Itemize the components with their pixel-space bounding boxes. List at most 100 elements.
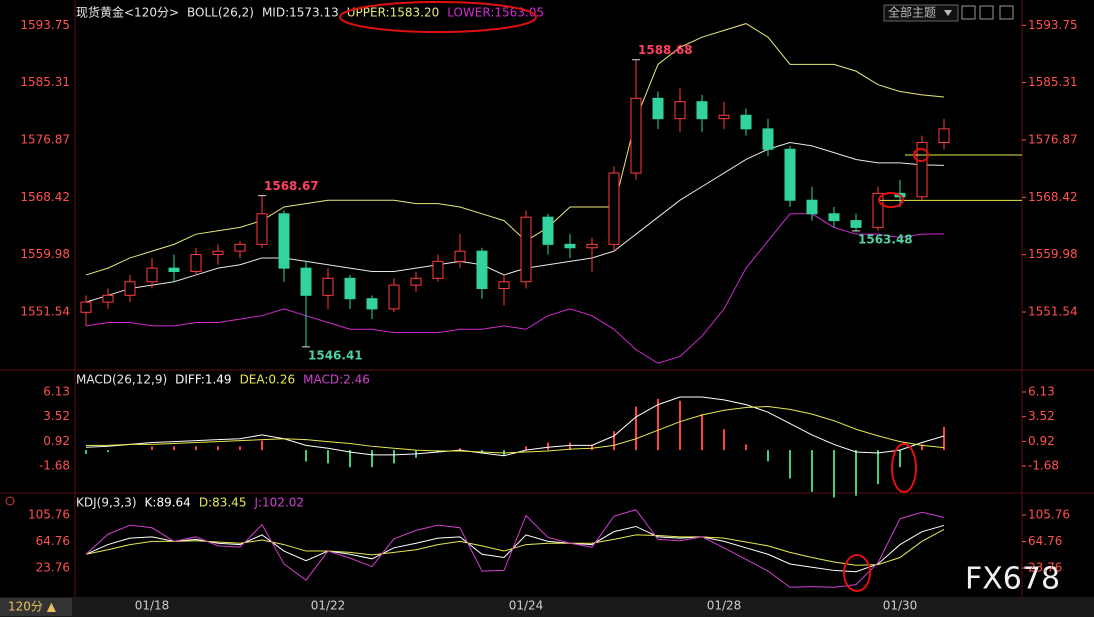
y-tick-label-right: 1568.42 — [1028, 190, 1078, 204]
y-tick-label-right: 1551.54 — [1028, 305, 1078, 319]
candle-body — [212, 250, 224, 256]
legend-entry: J:102.02 — [253, 496, 304, 510]
y-tick-label: 105.76 — [28, 508, 70, 522]
series-line — [85, 528, 945, 566]
x-tick-label: 01/24 — [509, 599, 544, 613]
y-tick-label-right: 23.76 — [1028, 561, 1062, 575]
candle-body — [696, 101, 708, 120]
y-tick-label: 0.92 — [43, 434, 70, 448]
candle-body — [234, 243, 246, 252]
y-tick-label: 1551.54 — [20, 305, 70, 319]
candle-body — [784, 148, 796, 201]
date-axis-band — [0, 597, 1094, 617]
candle-body — [762, 128, 774, 150]
y-tick-label-right: -1.68 — [1028, 459, 1059, 473]
series-line — [85, 524, 945, 573]
candle-body — [322, 277, 334, 296]
candle-body — [256, 213, 268, 245]
annotation-label: 1568.67 — [264, 179, 319, 193]
candle-body — [542, 216, 554, 245]
x-tick-label: 01/18 — [135, 599, 170, 613]
indicator-label: BOLL(26,2) — [187, 6, 254, 20]
candle-body — [740, 114, 752, 130]
candle-body — [432, 260, 444, 279]
panel-icon[interactable] — [5, 496, 15, 506]
y-tick-label: 1593.75 — [20, 18, 70, 32]
y-tick-label: 1568.42 — [20, 190, 70, 204]
candle-body — [300, 267, 312, 296]
candle-body — [828, 213, 840, 222]
candle-body — [586, 243, 598, 249]
candle-body — [278, 213, 290, 269]
candle-body — [344, 277, 356, 300]
candle-body — [410, 277, 422, 286]
y-tick-label-right: 1576.87 — [1028, 132, 1078, 146]
y-tick-label: 64.76 — [36, 534, 70, 548]
candle-body — [80, 301, 92, 313]
highlight-ellipse — [878, 192, 904, 208]
candle-body — [916, 141, 928, 198]
watermark: FX678 — [965, 562, 1060, 597]
y-tick-label: 1585.31 — [20, 75, 70, 89]
series-line — [85, 213, 945, 364]
candle-body — [366, 298, 378, 310]
candle-body — [520, 216, 532, 283]
y-tick-label: 6.13 — [43, 385, 70, 399]
annotation-label: 1563.48 — [858, 232, 913, 246]
y-tick-label-right: 1585.31 — [1028, 75, 1078, 89]
candle-body — [454, 250, 466, 262]
y-tick-label: 1559.98 — [20, 247, 70, 261]
legend-entry: UPPER:1583.20 — [347, 6, 439, 20]
highlight-ellipse — [339, 1, 537, 33]
theme-button-label[interactable]: 全部主题 — [888, 5, 936, 20]
panel-title: KDJ(9,3,3) — [76, 496, 137, 510]
y-tick-label: 23.76 — [36, 561, 70, 575]
candle-body — [608, 172, 620, 245]
toolbar-icon[interactable] — [999, 5, 1014, 20]
toolbar-icon[interactable] — [961, 5, 976, 20]
candle-body — [564, 243, 576, 249]
x-tick-label: 01/28 — [707, 599, 742, 613]
panel-title: 现货黄金<120分> — [76, 5, 179, 20]
x-tick-label: 01/22 — [311, 599, 346, 613]
panel-title: MACD(26,12,9) — [76, 373, 167, 387]
legend-entry: MID:1573.13 — [262, 6, 339, 20]
y-tick-label-right: 1593.75 — [1028, 18, 1078, 32]
y-tick-label-right: 0.92 — [1028, 434, 1055, 448]
candle-body — [146, 267, 158, 283]
legend-entry: D:83.45 — [199, 496, 247, 510]
period-box[interactable] — [0, 598, 72, 616]
candle-body — [850, 220, 862, 228]
candle-body — [872, 192, 884, 228]
annotation-label: 1546.41 — [308, 348, 363, 362]
candle-body — [476, 250, 488, 290]
y-tick-label: -1.68 — [39, 459, 70, 473]
candle-body — [718, 114, 730, 120]
y-tick-label-right: 64.76 — [1028, 534, 1062, 548]
y-tick-label-right: 6.13 — [1028, 385, 1055, 399]
period-label[interactable]: 120分 ▲ — [8, 600, 57, 614]
highlight-ellipse — [843, 554, 871, 592]
candle-body — [124, 281, 136, 296]
legend-entry: DIFF:1.49 — [175, 373, 231, 387]
y-tick-label: 1576.87 — [20, 132, 70, 146]
candle-body — [168, 267, 180, 273]
theme-button[interactable] — [883, 4, 959, 22]
candle-body — [630, 97, 642, 174]
candle-body — [388, 284, 400, 310]
series-line — [85, 141, 945, 303]
annotation-label: 1588.68 — [638, 43, 693, 57]
series-line — [85, 23, 945, 276]
legend-entry: MACD:2.46 — [303, 373, 370, 387]
legend-entry: LOWER:1563.05 — [447, 6, 544, 20]
theme-dropdown-arrow[interactable] — [944, 10, 952, 16]
highlight-ellipse — [913, 148, 929, 162]
legend-entry: K:89.64 — [145, 496, 191, 510]
highlight-ellipse — [891, 443, 917, 493]
candle-body — [938, 128, 950, 143]
y-tick-label-right: 3.52 — [1028, 409, 1055, 423]
toolbar-icon[interactable] — [979, 5, 994, 20]
marks: 1593.75 1593.75 1585.31 1585.31 1576.87 1576.… — [20, 5, 1077, 613]
series-line — [86, 406, 945, 454]
